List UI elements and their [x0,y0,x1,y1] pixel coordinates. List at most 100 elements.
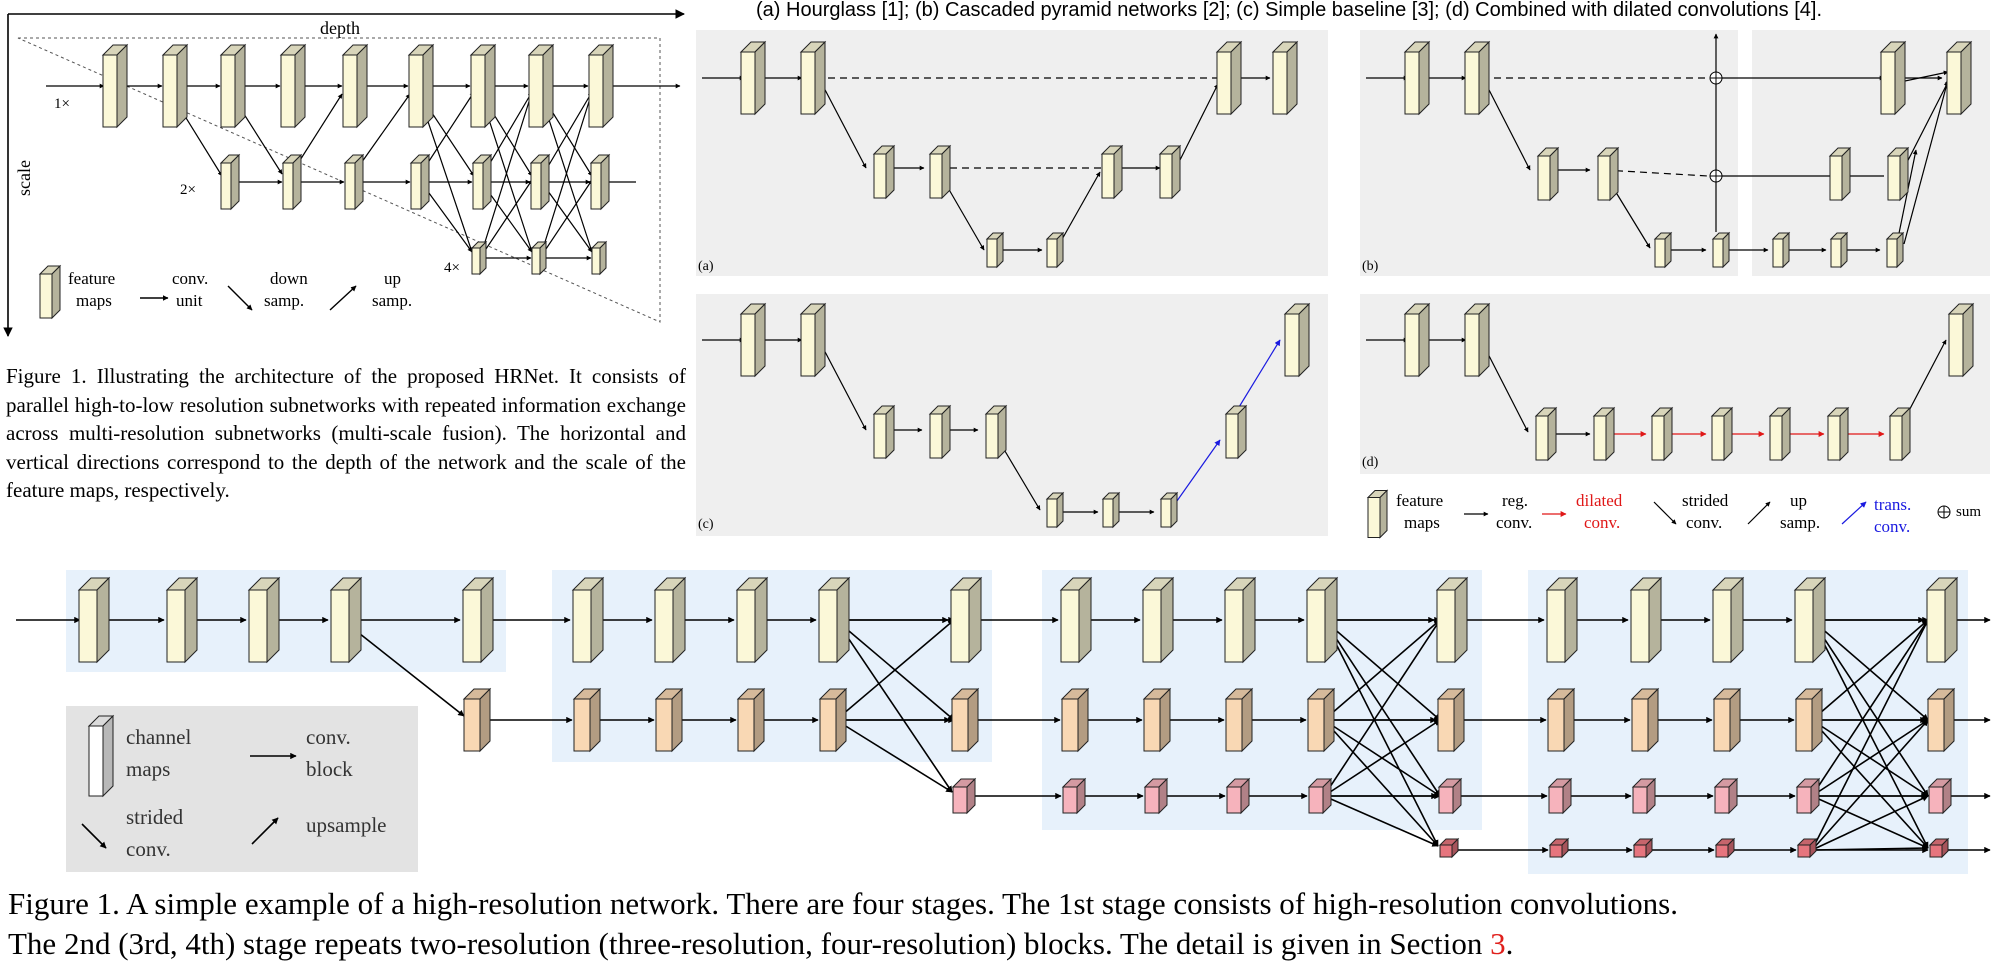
channel-map-res2 [1306,687,1336,753]
connection-arrow [1323,719,1439,847]
legend-feature-maps-l2: maps [76,291,112,310]
feature-map [1403,40,1431,116]
legend-down-samp: down samp. [264,269,312,310]
feature-map [739,302,767,378]
feature-map [1885,231,1905,269]
feature-map-2x [589,153,611,211]
connection-arrow [1175,83,1219,169]
feature-map [1653,231,1673,269]
fig3-caption: Figure 1. A simple example of a high-res… [8,884,1998,964]
channel-map-res1 [1435,576,1469,664]
feature-map [1403,302,1431,378]
feature-map [928,144,952,200]
channel-map-res2 [1630,687,1660,753]
channel-map-res3 [1713,777,1739,815]
connection-arrow [1323,719,1441,797]
connection-arrow [539,91,593,259]
feature-map [1100,144,1124,200]
channel-map-res2 [572,687,602,753]
legend-strided-conv: strided conv. [126,805,188,861]
fig1-caption: Figure 1. Illustrating the architecture … [6,364,686,502]
connection-arrow [1811,619,1929,851]
channel-map-res2 [950,687,980,753]
fig2-comparison-diagram: (a) Hourglass [1]; (b) Cascaded pyramid … [696,0,1990,539]
fig3-channel-maps [77,576,1959,859]
feature-map [1768,406,1792,462]
feature-map-1x [279,43,307,129]
legend-conv-block-l1: conv. [306,725,351,749]
channel-map-res2 [1142,687,1172,753]
feature-map [1534,406,1558,462]
feature-map [1711,231,1731,269]
channel-map-res3 [1927,777,1953,815]
channel-map-res1 [949,576,983,664]
fig2-legend-feature-maps: feature maps [1396,491,1447,532]
feature-map [984,404,1008,460]
legend-trans-l2: conv. [1874,517,1910,536]
connection-arrow [1895,149,1918,249]
fig3-caption-line1: Figure 1. A simple example of a high-res… [8,886,1678,921]
channel-map-res2 [818,687,848,753]
fig2-legend-feature-l2: maps [1404,513,1440,532]
channel-map-res2 [1712,687,1742,753]
feature-map [1592,406,1616,462]
legend-up-arrow [329,285,357,311]
fig2-legend: feature maps reg. conv. dilated conv. st… [1366,489,1981,539]
channel-map-res4 [1548,837,1570,859]
legend-strided-arrow [81,823,107,849]
legend-trans-l1: trans. [1874,495,1911,514]
connection-arrow [835,619,955,721]
feature-map [1771,231,1791,269]
legend-channel-map-icon [87,714,115,798]
channel-map-res1 [461,576,495,664]
legend-dilated-l2: conv. [1584,513,1620,532]
legend-down-arrow [227,285,253,311]
fig3-hrnet-stages: channel maps conv. block strided conv. u… [16,570,1991,874]
sum-icon-cross [1710,170,1722,182]
feature-map [1886,146,1910,202]
scale-2x-label: 2× [180,182,196,198]
channel-map-res3 [1437,777,1463,815]
feature-map [985,231,1005,269]
connection-arrow [1323,619,1441,721]
legend-conv-unit-l1: conv. [172,269,208,288]
channel-map-res3 [1795,777,1821,815]
feature-map [1158,144,1182,200]
legend-feature-maps: feature maps [68,269,119,310]
legend-strided-conv: strided conv. [1682,491,1733,532]
feature-map [1224,404,1248,460]
connection-arrow [1323,619,1441,797]
connection-arrow [1811,719,1929,851]
feature-map [1650,406,1674,462]
feature-map-1x [219,43,247,129]
legend-channel-l1: channel [126,725,191,749]
panel-d-label: (d) [1362,455,1379,470]
feature-map-2x [471,153,493,211]
legend-channel-maps: channel maps [126,725,197,781]
legend-down-samp-l2: samp. [264,291,304,310]
legend-trans-arrow [1841,501,1867,525]
legend-strided-l1: strided [126,805,184,829]
legend-feature-map-icon [38,264,62,320]
section-link[interactable]: 3 [1490,926,1506,961]
connection-arrow [835,619,953,793]
connection-arrow [1811,719,1929,797]
feature-map [1879,40,1907,116]
legend-strided-arrow [1653,501,1677,525]
stage1-bg [66,570,506,672]
channel-map-res1 [1925,576,1959,664]
legend-strided-l2: conv. [1686,513,1722,532]
connection-arrow [1899,70,1949,83]
legend-dilated-conv: dilated conv. [1576,491,1627,532]
feature-map-1x [587,43,615,129]
connection-arrow [539,179,593,259]
legend-reg-conv-l1: reg. [1502,491,1528,510]
channel-map-res3 [1143,777,1169,815]
channel-map-res1 [165,576,199,664]
connection-arrow [1485,83,1531,171]
fig3-caption-end: . [1505,926,1514,961]
connection-arrow [1811,844,1929,852]
channel-map-res1 [1141,576,1175,664]
feature-map [1463,302,1491,378]
channel-map-res1 [1545,576,1579,664]
